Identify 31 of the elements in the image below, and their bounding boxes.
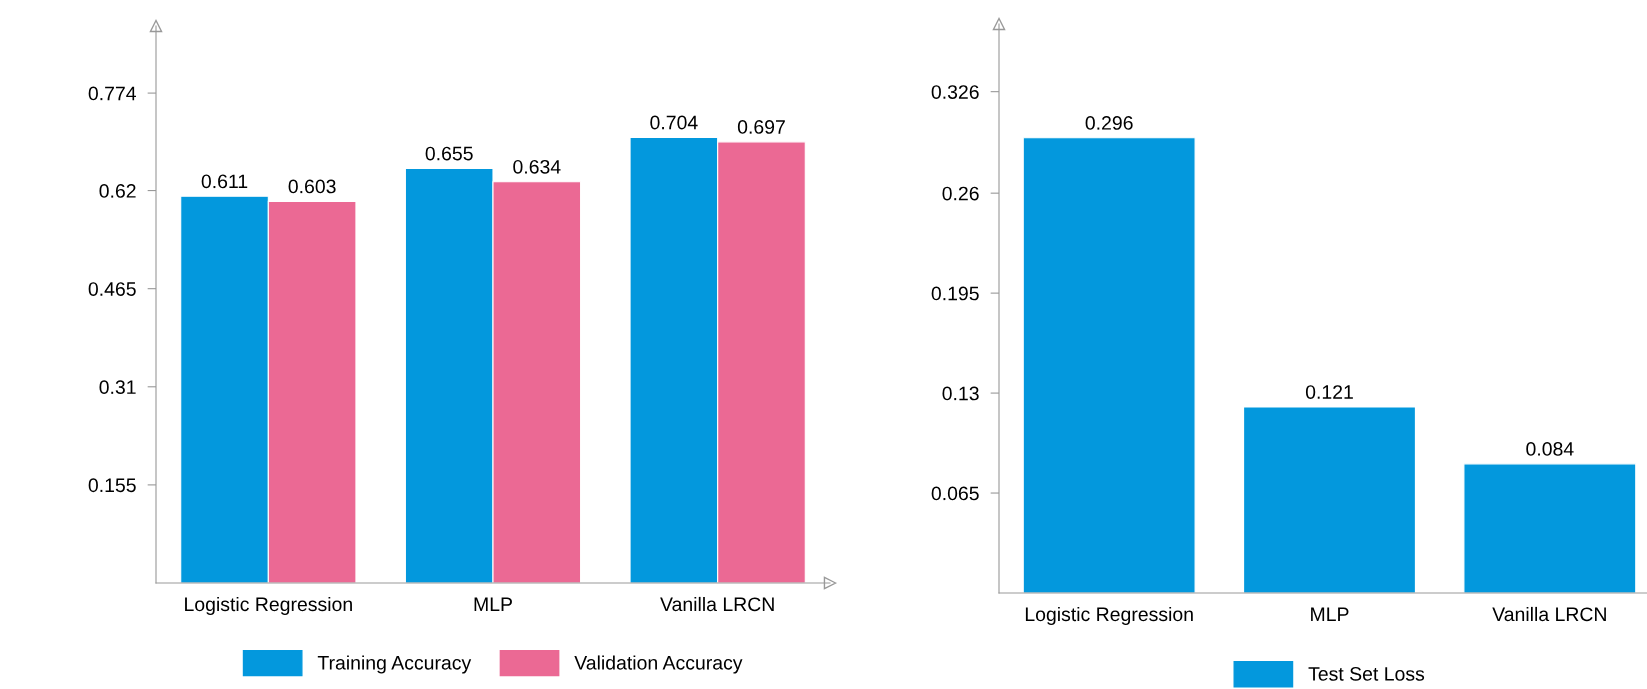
bar	[1022, 137, 1196, 593]
x-tick-label: Logistic Regression	[1025, 606, 1193, 626]
y-tick-label: 0.13	[942, 386, 979, 401]
data-label: 0.655	[425, 146, 473, 161]
legend-label: Training Accuracy	[317, 655, 472, 674]
data-label: 0.121	[1305, 385, 1353, 399]
legend-label: Validation Accuracy	[574, 655, 743, 674]
x-tick-label: MLP	[474, 597, 512, 611]
y-tick-label: 0.195	[931, 286, 979, 301]
x-tick-label: MLP	[1311, 607, 1349, 621]
data-label: 0.634	[513, 159, 561, 174]
data-label: 0.704	[650, 115, 698, 130]
data-label: 0.296	[1085, 116, 1133, 130]
data-label: 0.084	[1526, 442, 1574, 456]
x-tick-label: Vanilla LRCN	[1492, 606, 1606, 622]
y-tick-label: 0.065	[931, 486, 979, 501]
y-tick-label: 0.31	[99, 380, 136, 395]
y-tick-label: 0.774	[88, 86, 136, 101]
y-tick-label: 0.26	[942, 186, 979, 201]
y-tick-label: 0.326	[931, 85, 979, 99]
data-label: 0.611	[201, 174, 248, 189]
x-tick-label: Vanilla LRCN	[660, 596, 774, 612]
y-tick-label: 0.62	[99, 184, 136, 198]
legend-label: Test Set Loss	[1308, 666, 1425, 681]
y-tick-label: 0.465	[88, 282, 136, 296]
bar	[1243, 406, 1416, 593]
x-tick-label: Logistic Regression	[185, 596, 352, 616]
data-label: 0.697	[737, 120, 785, 134]
y-tick-label: 0.155	[88, 478, 136, 493]
data-label: 0.603	[288, 179, 336, 194]
bar	[1463, 463, 1637, 593]
